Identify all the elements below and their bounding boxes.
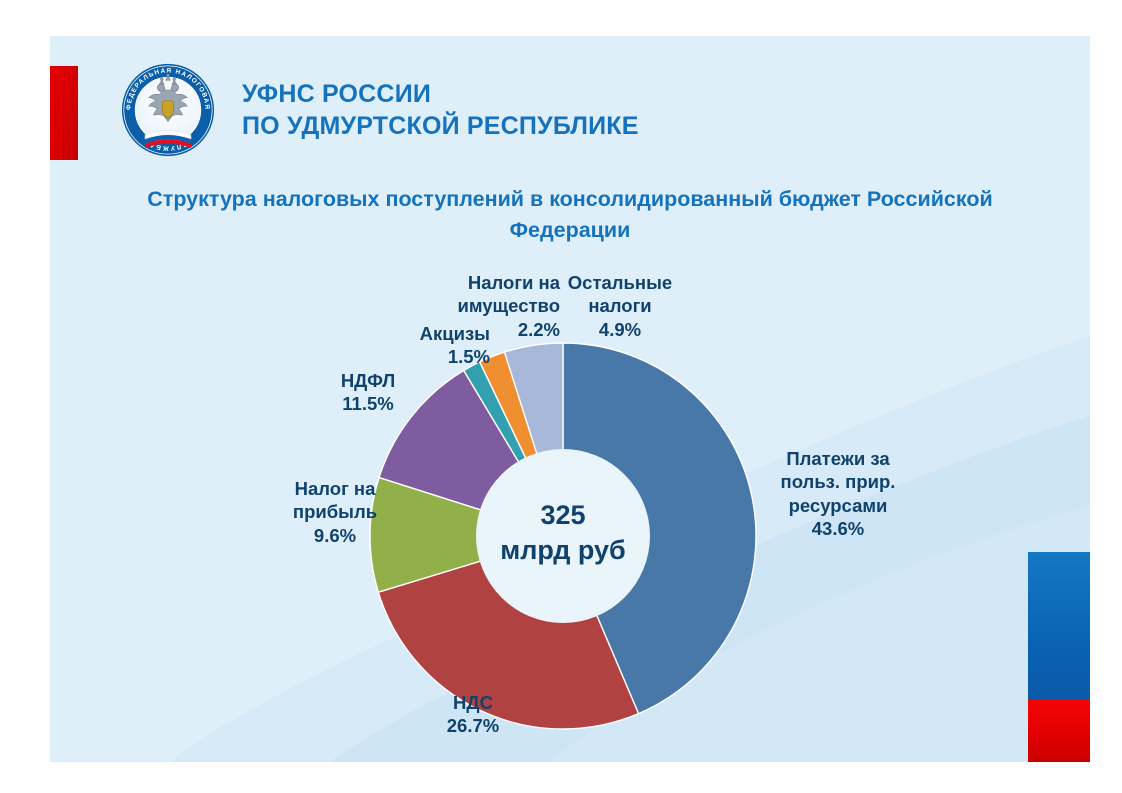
callout-ndfl: НДФЛ 11.5% <box>340 370 396 415</box>
svg-text:СЛУЖБА: СЛУЖБА <box>147 140 188 152</box>
right-flag-bar <box>1028 552 1090 762</box>
callout-payments-resources: Платежи за польз. прир. ресурсами 43.6% <box>780 448 896 539</box>
donut-slice <box>369 476 566 594</box>
callout-property-tax: Налоги на имущество 2.2% <box>457 272 560 340</box>
donut-center-label: 325 млрд руб <box>500 500 626 566</box>
slide-card: ФЕДЕРАЛЬНАЯ НАЛОГОВАЯ СЛУЖБА <box>50 36 1090 762</box>
left-red-accent-bar <box>50 66 78 160</box>
callout-profit-tax: Налог на прибыль 9.6% <box>292 478 378 546</box>
flag-blue-band <box>1028 552 1090 700</box>
donut-hole <box>476 449 650 623</box>
fns-russia-emblem-icon: ФЕДЕРАЛЬНАЯ НАЛОГОВАЯ СЛУЖБА <box>121 63 215 157</box>
header: ФЕДЕРАЛЬНАЯ НАЛОГОВАЯ СЛУЖБА <box>120 62 639 158</box>
callout-vat: НДС 26.7% <box>446 692 500 737</box>
flag-red-band <box>1028 700 1090 762</box>
callout-other-taxes: Остальные налоги 4.9% <box>567 272 673 340</box>
donut-chart-svg <box>369 342 757 730</box>
chart-title: Структура налоговых поступлений в консол… <box>147 187 993 242</box>
organization-title: УФНС РОССИИ ПО УДМУРТСКОЙ РЕСПУБЛИКЕ <box>242 80 639 140</box>
donut-chart: 325 млрд руб Платежи за польз. прир. рес… <box>50 36 1090 762</box>
donut-slice <box>562 342 757 715</box>
callout-excise: Акцизы 1.5% <box>419 323 490 368</box>
